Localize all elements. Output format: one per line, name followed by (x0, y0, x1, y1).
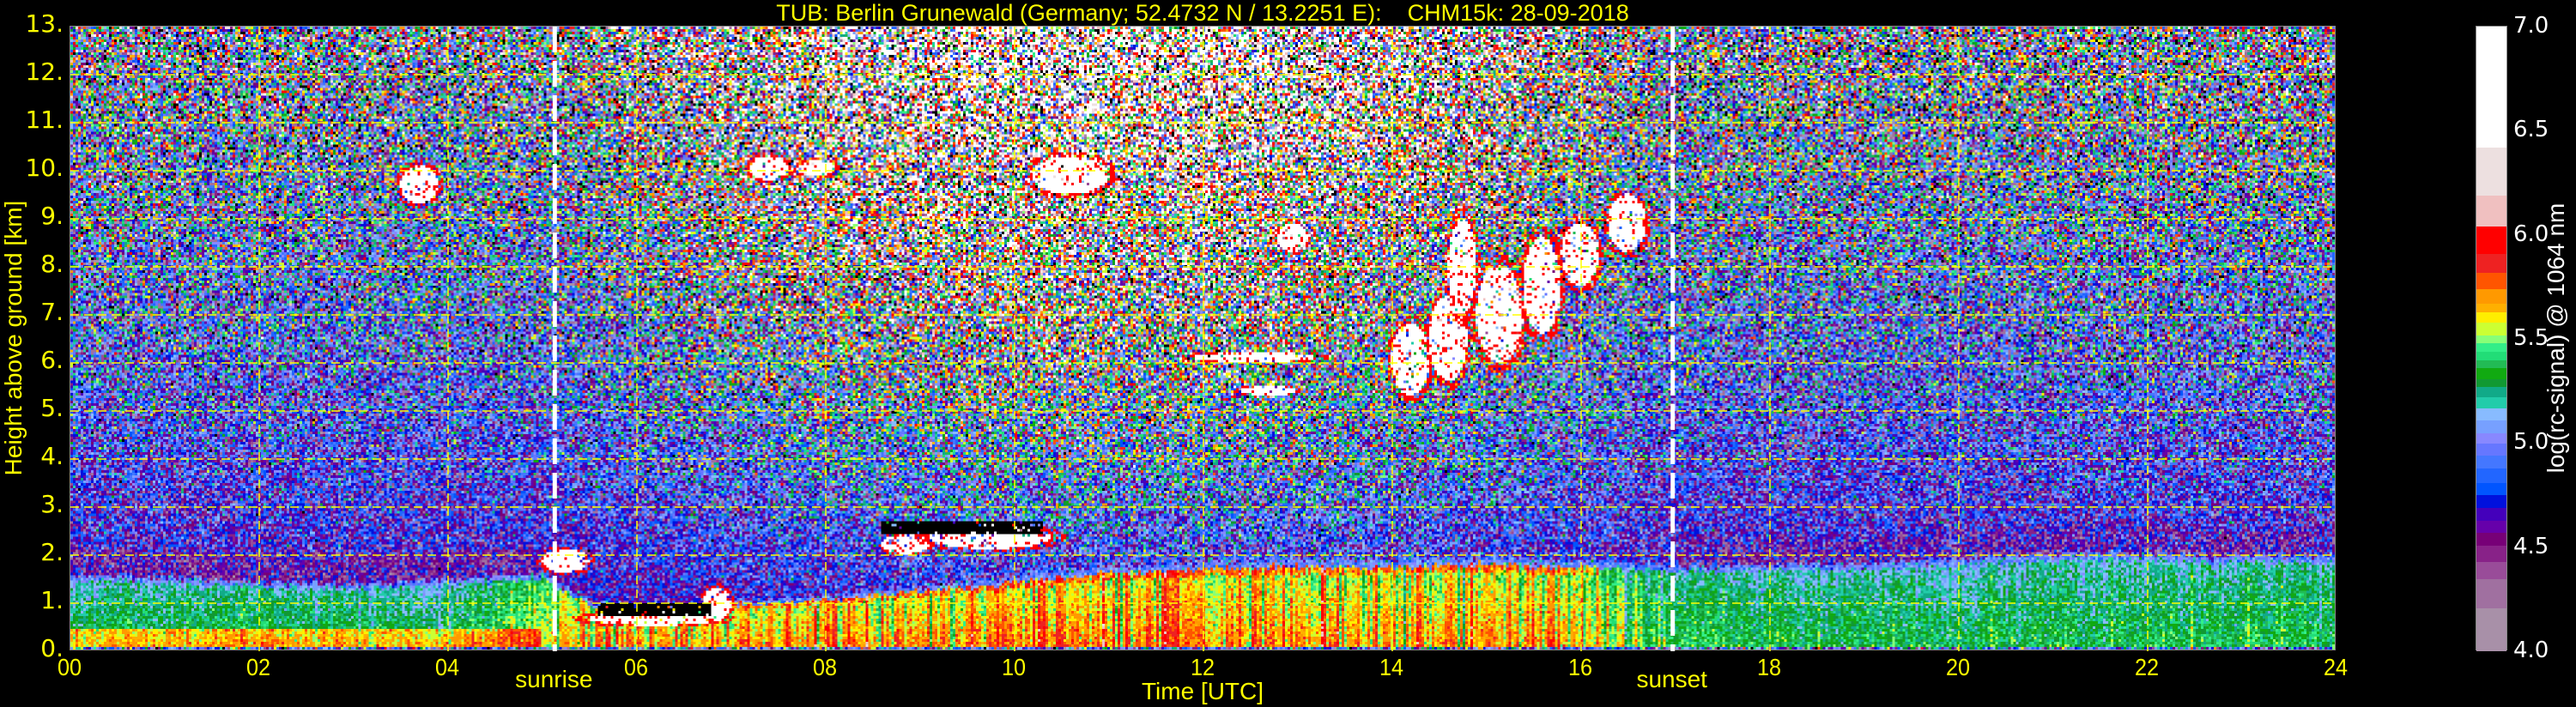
colorbar-tick-label: 5.0 (2513, 429, 2549, 456)
colorbar-segment (2476, 455, 2506, 468)
colorbar-segment (2476, 386, 2506, 398)
y-tick-label: 5. (40, 394, 64, 422)
x-tick-label: 04 (434, 654, 460, 680)
colorbar-segment (2476, 545, 2506, 563)
colorbar-tick-label: 7.0 (2513, 13, 2549, 39)
y-tick-label: 4. (40, 442, 64, 470)
colorbar-segment (2476, 520, 2506, 534)
x-tick-label: 24 (2323, 654, 2349, 680)
x-tick-label: 06 (623, 654, 649, 680)
y-tick-label: 12. (25, 57, 64, 86)
colorbar-segment (2476, 482, 2506, 496)
x-tick-label: 08 (812, 654, 838, 680)
colorbar-segment (2476, 468, 2506, 483)
x-tick-label: 18 (1756, 654, 1782, 680)
colorbar-segment (2476, 342, 2506, 353)
y-tick-label: 2. (40, 538, 64, 566)
colorbar-tick-label: 6.5 (2513, 117, 2549, 143)
colorbar-segment (2476, 27, 2506, 148)
y-tick-label: 3. (40, 490, 64, 518)
x-tick-label: 02 (245, 654, 271, 680)
colorbar-segment (2476, 360, 2506, 369)
colorbar-segment (2476, 432, 2506, 444)
grid-overlay (70, 27, 2337, 651)
colorbar-segment (2476, 303, 2506, 312)
colorbar-segment (2476, 396, 2506, 408)
x-tick-label: 14 (1379, 654, 1404, 680)
colorbar-segment (2476, 253, 2506, 273)
y-tick-label: 0. (40, 634, 64, 662)
colorbar-segment (2476, 420, 2506, 433)
colorbar-segment (2476, 495, 2506, 509)
colorbar-tick-label: 6.0 (2513, 221, 2549, 247)
x-axis-label: Time [UTC] (1141, 678, 1264, 704)
y-axis-label: Height above ground [km] (0, 200, 27, 476)
colorbar-segment (2476, 335, 2506, 344)
colorbar-segment (2476, 507, 2506, 521)
y-tick-label: 10. (25, 154, 64, 182)
x-tick-label: 20 (1945, 654, 1971, 680)
colorbar-segment (2476, 226, 2506, 254)
colorbar-segment (2476, 607, 2506, 652)
colorbar-segment (2476, 288, 2506, 305)
colorbar-segment (2476, 561, 2506, 579)
colorbar-label: log(rc-signal) @ 1064 nm (2543, 202, 2569, 474)
colorbar-segment (2476, 195, 2506, 227)
colorbar-segment (2476, 578, 2506, 608)
colorbar-segment (2476, 322, 2506, 335)
chart-title: TUB: Berlin Grunewald (Germany; 52.4732 … (776, 0, 1629, 26)
colorbar-segment (2476, 408, 2506, 421)
colorbar-segment (2476, 147, 2506, 196)
colorbar (2476, 26, 2507, 652)
colorbar-segment (2476, 367, 2506, 379)
x-tick-label: 22 (2134, 654, 2160, 680)
y-tick-label: 9. (40, 202, 64, 230)
colorbar-tick-label: 5.5 (2513, 325, 2549, 351)
colorbar-segment (2476, 272, 2506, 290)
colorbar-segment (2476, 378, 2506, 388)
colorbar-tick-label: 4.5 (2513, 533, 2549, 559)
y-tick-label: 1. (40, 586, 64, 614)
colorbar-segment (2476, 351, 2506, 360)
y-tick-label: 11. (25, 106, 64, 134)
y-tick-label: 7. (40, 298, 64, 326)
y-tick-label: 8. (40, 250, 64, 278)
sunset-label: sunset (1636, 666, 1707, 692)
sunrise-label: sunrise (515, 666, 593, 692)
x-tick-label: 00 (57, 654, 82, 680)
plot-area (70, 26, 2337, 651)
x-tick-label: 16 (1567, 654, 1593, 680)
x-tick-label: 12 (1190, 654, 1215, 680)
colorbar-segment (2476, 311, 2506, 323)
y-tick-label: 6. (40, 346, 64, 374)
x-tick-label: 10 (1001, 654, 1027, 680)
colorbar-segment (2476, 443, 2506, 456)
y-tick-label: 13. (25, 9, 64, 38)
colorbar-segment (2476, 532, 2506, 546)
colorbar-tick-label: 4.0 (2513, 638, 2549, 663)
